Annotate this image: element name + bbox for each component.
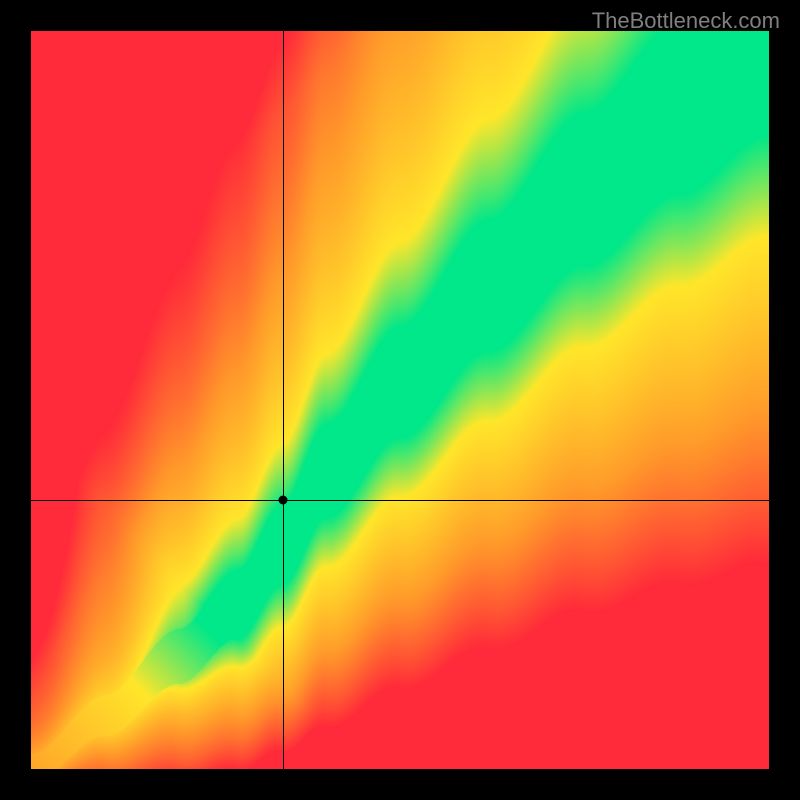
- marker-point: [279, 496, 288, 505]
- bottleneck-heatmap: [31, 31, 769, 769]
- crosshair-horizontal: [31, 500, 769, 501]
- crosshair-vertical: [283, 31, 284, 769]
- heatmap-canvas: [31, 31, 769, 769]
- watermark-text: TheBottleneck.com: [592, 8, 780, 34]
